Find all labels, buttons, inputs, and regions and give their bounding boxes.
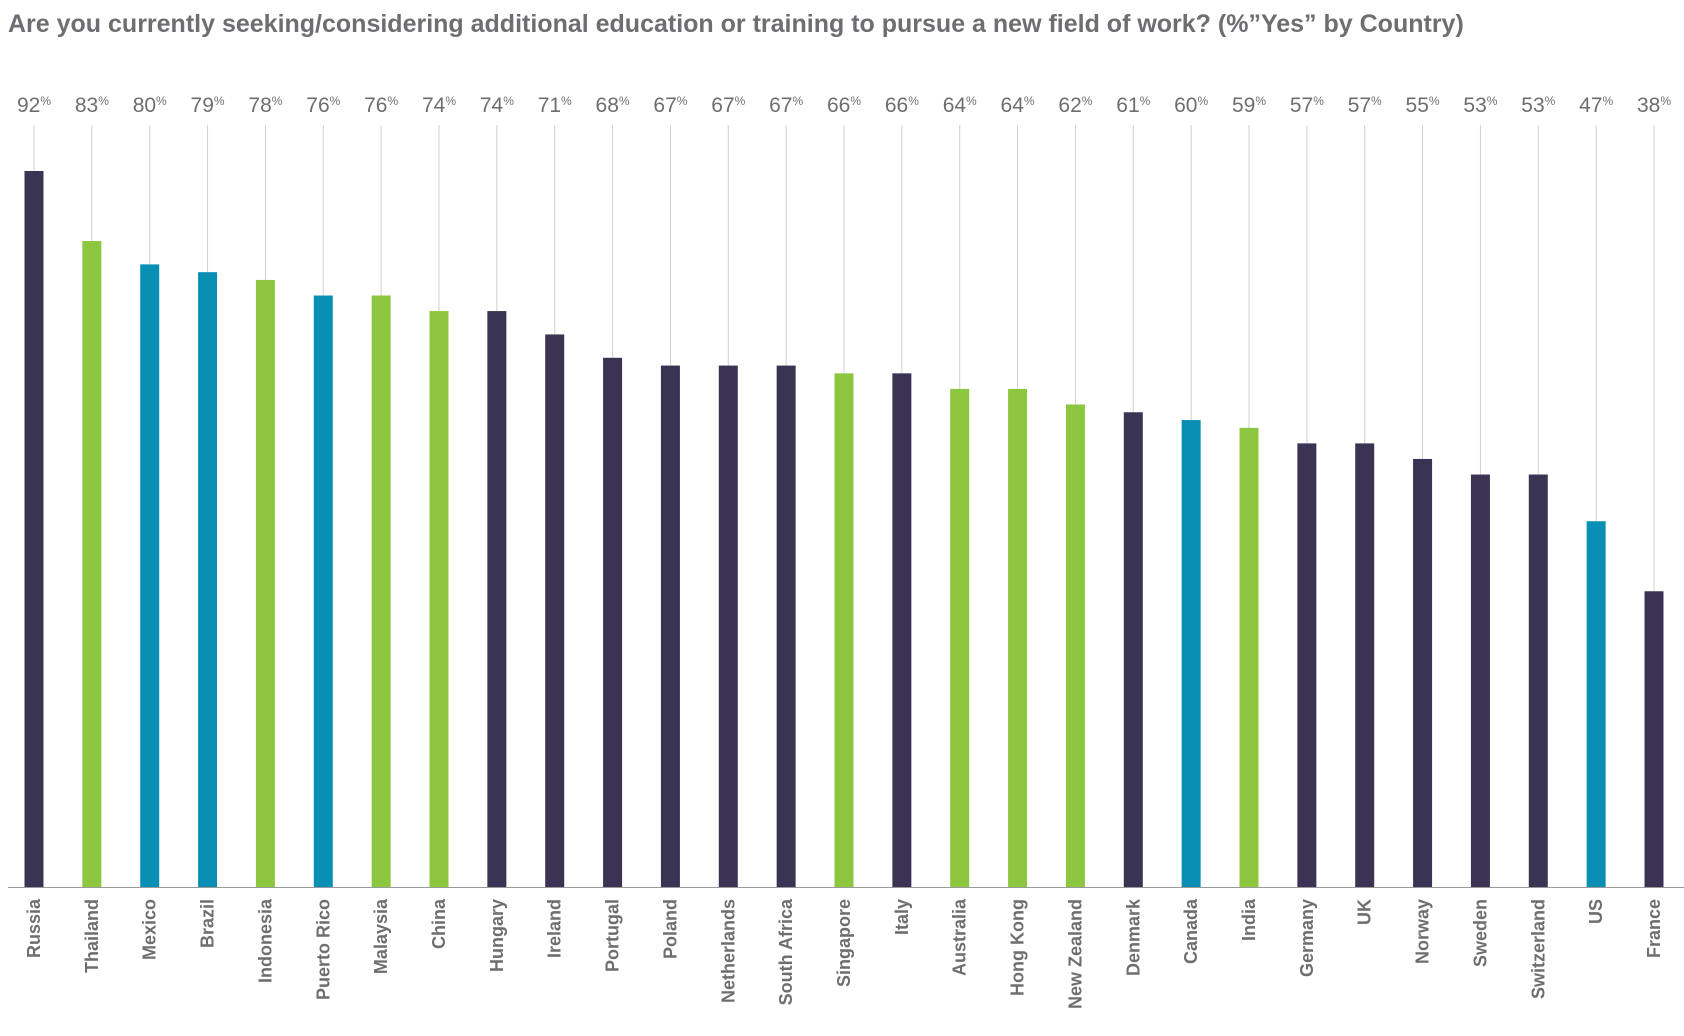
category-label-sweden: Sweden <box>1470 899 1490 967</box>
value-label-south-africa: 67% <box>769 94 803 117</box>
bar-ireland <box>545 334 565 887</box>
bar-thailand <box>82 241 102 888</box>
bar-new-zealand <box>1065 404 1085 887</box>
category-label-indonesia: Indonesia <box>255 898 275 983</box>
bar-portugal <box>603 357 623 888</box>
category-label-puerto-rico: Puerto Rico <box>313 899 333 1000</box>
bar-switzerland <box>1528 474 1548 887</box>
category-labels: Russia Thailand Mexico Brazil Indonesia Puert… <box>24 898 1664 1009</box>
bar-italy <box>892 373 912 887</box>
bar-russia <box>24 171 44 887</box>
category-label-india: India <box>1239 898 1259 941</box>
bar-canada <box>1181 420 1201 887</box>
value-label-australia: 64% <box>943 94 977 117</box>
bar-puerto-rico <box>313 295 333 887</box>
value-label-indonesia: 78% <box>248 94 282 117</box>
category-label-south-africa: South Africa <box>776 898 796 1005</box>
bar-sweden <box>1470 474 1490 887</box>
bar-us <box>1586 521 1606 887</box>
bar-india <box>1239 427 1259 887</box>
connector-lines <box>33 125 1655 592</box>
value-label-italy: 66% <box>885 94 919 117</box>
category-label-us: US <box>1586 899 1606 924</box>
value-label-brazil: 79% <box>191 94 225 117</box>
category-label-germany: Germany <box>1297 899 1317 977</box>
value-label-puerto-rico: 76% <box>306 94 340 117</box>
category-label-singapore: Singapore <box>834 899 854 987</box>
value-labels: 92% 83% 80% 79% 78% 76% 76% 74% 74% 71% 68% 67% 67% 6… <box>17 94 1671 117</box>
value-label-china: 74% <box>422 94 456 117</box>
value-label-hungary: 74% <box>480 94 514 117</box>
value-label-india: 59% <box>1232 94 1266 117</box>
value-label-portugal: 68% <box>596 94 630 117</box>
category-label-portugal: Portugal <box>603 899 623 972</box>
value-label-germany: 57% <box>1290 94 1324 117</box>
category-label-ireland: Ireland <box>545 899 565 958</box>
category-label-netherlands: Netherlands <box>718 899 738 1003</box>
value-label-russia: 92% <box>17 94 51 117</box>
bar-australia <box>950 388 970 887</box>
category-label-uk: UK <box>1355 899 1375 925</box>
bars <box>24 171 1664 888</box>
value-label-france: 38% <box>1637 94 1671 117</box>
bar-brazil <box>198 272 218 887</box>
category-label-norway: Norway <box>1413 899 1433 964</box>
value-label-singapore: 66% <box>827 94 861 117</box>
category-label-canada: Canada <box>1181 898 1201 964</box>
chart-title: Are you currently seeking/considering ad… <box>8 10 1464 38</box>
category-label-france: France <box>1644 899 1664 958</box>
category-label-switzerland: Switzerland <box>1528 899 1548 999</box>
bar-hong-kong <box>1008 388 1028 887</box>
category-label-denmark: Denmark <box>1123 898 1143 976</box>
category-label-hungary: Hungary <box>487 899 507 972</box>
bar-singapore <box>834 373 854 887</box>
bar-indonesia <box>255 279 275 887</box>
value-label-switzerland: 53% <box>1521 94 1555 117</box>
bar-germany <box>1297 443 1317 887</box>
value-label-mexico: 80% <box>133 94 167 117</box>
bar-netherlands <box>718 365 738 888</box>
category-label-australia: Australia <box>950 898 970 976</box>
category-label-malaysia: Malaysia <box>371 898 391 974</box>
value-label-uk: 57% <box>1348 94 1382 117</box>
category-label-poland: Poland <box>660 899 680 959</box>
bar-uk <box>1355 443 1375 887</box>
value-label-malaysia: 76% <box>364 94 398 117</box>
category-label-thailand: Thailand <box>82 899 102 973</box>
bar-mexico <box>140 264 160 887</box>
value-label-netherlands: 67% <box>711 94 745 117</box>
value-label-canada: 60% <box>1174 94 1208 117</box>
category-label-new-zealand: New Zealand <box>1065 899 1085 1009</box>
bar-hungary <box>487 311 507 888</box>
value-label-norway: 55% <box>1406 94 1440 117</box>
value-label-thailand: 83% <box>75 94 109 117</box>
value-label-poland: 67% <box>653 94 687 117</box>
bar-south-africa <box>776 365 796 888</box>
bar-france <box>1644 591 1664 887</box>
category-label-russia: Russia <box>24 898 44 958</box>
value-label-new-zealand: 62% <box>1058 94 1092 117</box>
value-label-denmark: 61% <box>1116 94 1150 117</box>
value-label-us: 47% <box>1579 94 1613 117</box>
category-label-hong-kong: Hong Kong <box>1008 899 1028 996</box>
category-label-china: China <box>429 898 449 949</box>
bar-norway <box>1413 458 1433 887</box>
bar-malaysia <box>371 295 391 887</box>
category-label-brazil: Brazil <box>198 899 218 948</box>
value-label-sweden: 53% <box>1463 94 1497 117</box>
value-label-ireland: 71% <box>538 94 572 117</box>
bar-denmark <box>1123 412 1143 887</box>
bar-china <box>429 311 449 888</box>
category-label-mexico: Mexico <box>140 899 160 960</box>
value-label-hong-kong: 64% <box>1001 94 1035 117</box>
bar-poland <box>660 365 680 888</box>
category-label-italy: Italy <box>892 899 912 935</box>
